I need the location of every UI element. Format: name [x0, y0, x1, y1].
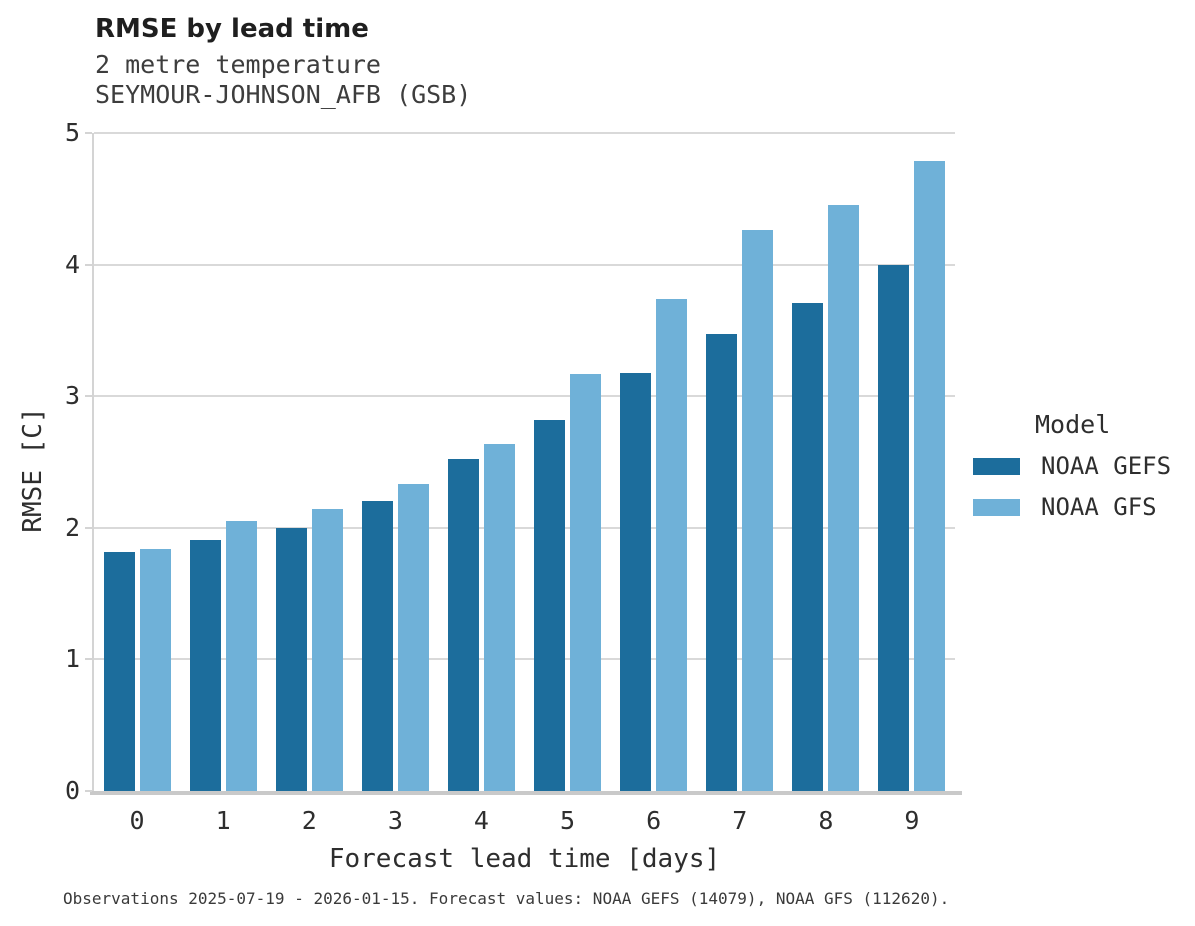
bar-noaa-gefs-day-8 [792, 302, 824, 791]
x-tick-label-6: 6 [646, 806, 662, 835]
y-tick-mark-2 [85, 526, 92, 529]
bar-noaa-gefs-day-7 [706, 334, 738, 791]
y-tick-mark-3 [85, 395, 92, 398]
bar-noaa-gfs-day-0 [139, 548, 171, 791]
bar-noaa-gefs-day-3 [361, 501, 393, 791]
x-tick-label-5: 5 [560, 806, 576, 835]
gridline-y-5 [94, 132, 955, 134]
legend-item-label: NOAA GEFS [1041, 452, 1172, 480]
x-axis-line [90, 791, 962, 795]
chart-caption: Observations 2025-07-19 - 2026-01-15. Fo… [63, 889, 950, 908]
bar-noaa-gfs-day-3 [397, 484, 429, 791]
chart-subtitle-variable: 2 metre temperature [95, 50, 381, 79]
bar-noaa-gefs-day-4 [447, 459, 479, 791]
y-tick-mark-5 [85, 132, 92, 134]
bar-noaa-gfs-day-2 [311, 509, 343, 791]
x-tick-label-4: 4 [473, 806, 489, 835]
x-tick-label-1: 1 [215, 806, 231, 835]
bar-noaa-gefs-day-9 [878, 264, 910, 791]
legend-item-label: NOAA GFS [1041, 493, 1157, 521]
x-tick-label-9: 9 [904, 806, 920, 835]
legend-title: Model [1035, 410, 1111, 439]
x-tick-label-7: 7 [732, 806, 748, 835]
y-tick-mark-4 [85, 263, 92, 266]
bar-noaa-gfs-day-8 [828, 205, 860, 791]
legend-item-noaa-gfs: NOAA GFS [973, 493, 1188, 521]
gridline-y-2 [94, 526, 955, 529]
bar-noaa-gfs-day-1 [225, 521, 257, 791]
y-tick-label-4: 4 [64, 249, 80, 279]
legend-swatch-icon [973, 498, 1020, 516]
bar-noaa-gfs-day-5 [570, 373, 602, 791]
legend-swatch-icon [973, 457, 1020, 475]
x-axis-label: Forecast lead time [days] [328, 844, 721, 874]
y-tick-label-0: 0 [64, 776, 80, 805]
gridline-y-3 [94, 395, 955, 398]
bar-noaa-gefs-day-1 [189, 539, 221, 791]
plot-area [94, 132, 955, 791]
x-tick-label-2: 2 [301, 806, 317, 835]
x-tick-label-8: 8 [818, 806, 834, 835]
bar-noaa-gfs-day-9 [914, 160, 946, 791]
legend-item-noaa-gefs: NOAA GEFS [973, 452, 1188, 480]
y-tick-label-5: 5 [64, 118, 80, 147]
bar-noaa-gfs-day-7 [742, 230, 774, 791]
bar-noaa-gefs-day-6 [620, 372, 652, 791]
x-tick-label-0: 0 [129, 806, 145, 835]
bar-noaa-gefs-day-2 [275, 527, 307, 791]
x-tick-label-3: 3 [387, 806, 403, 835]
y-tick-label-3: 3 [64, 381, 80, 411]
y-tick-label-1: 1 [64, 644, 80, 674]
y-tick-label-2: 2 [64, 512, 80, 542]
chart-title: RMSE by lead time [95, 14, 369, 44]
bar-noaa-gfs-day-4 [483, 443, 515, 791]
legend: Model NOAA GEFS NOAA GFS [973, 410, 1188, 534]
gridline-y-1 [94, 658, 955, 661]
chart-subtitle-station: SEYMOUR-JOHNSON_AFB (GSB) [95, 80, 472, 109]
bar-noaa-gfs-day-6 [656, 298, 688, 791]
legend-items: NOAA GEFS NOAA GFS [973, 452, 1188, 521]
bar-noaa-gefs-day-5 [534, 419, 566, 791]
gridline-y-4 [94, 263, 955, 266]
y-axis-spine [92, 133, 94, 791]
y-tick-mark-0 [85, 790, 92, 792]
y-tick-mark-1 [85, 658, 92, 661]
bar-noaa-gefs-day-0 [103, 551, 135, 791]
